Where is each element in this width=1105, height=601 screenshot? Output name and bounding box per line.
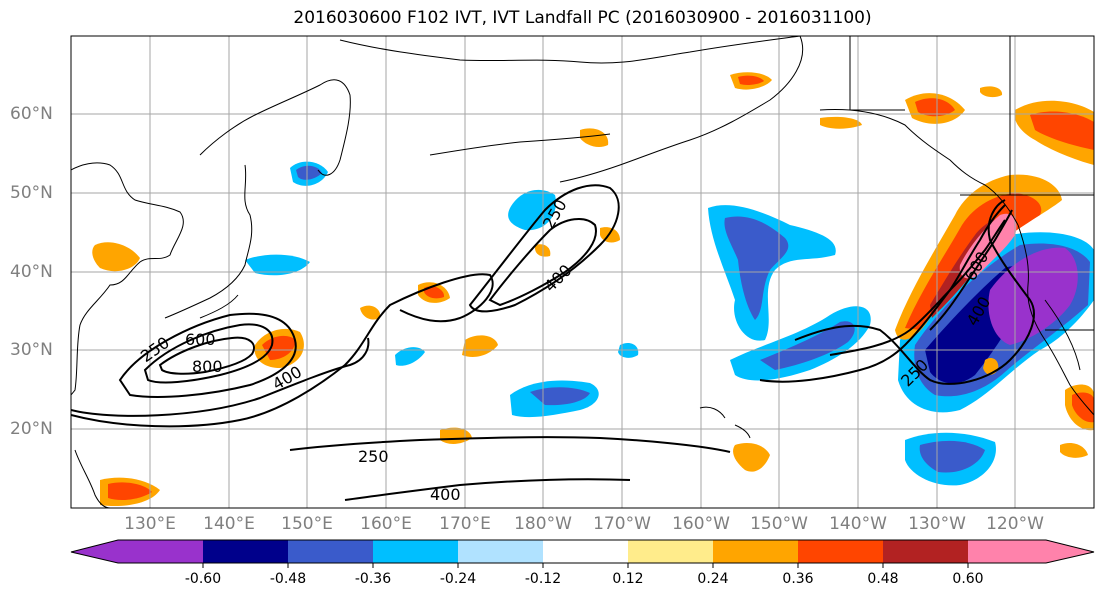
contour-250-east-outer: [759, 204, 1006, 383]
colorbar-label: -0.24: [439, 571, 477, 587]
colorbar-high-arrow: [1046, 540, 1094, 563]
colorbar-segment: [968, 540, 1046, 563]
contour-600-west: [143, 323, 274, 384]
coastline-philippines: [74, 449, 111, 508]
coastline-alaska-gulf: [819, 109, 1019, 226]
colorbar-label: 0.12: [612, 571, 644, 587]
coastline-siberia-north: [339, 36, 801, 64]
lon-label-140w: 140°W: [829, 514, 887, 534]
map-title: 2016030600 F102 IVT, IVT Landfall PC (20…: [293, 8, 872, 28]
coastline-japan: [164, 164, 253, 319]
lon-label-140e: 140°E: [203, 514, 255, 534]
contour-800-west: [158, 336, 255, 375]
lon-label-130w: 130°W: [908, 514, 966, 534]
lon-label-170w: 170°W: [593, 514, 651, 534]
contour-250-central: [468, 184, 620, 313]
graticule: [71, 36, 1094, 508]
contour-label: 600: [185, 330, 216, 349]
colorbar-segment: [628, 540, 713, 563]
border-alaska-canada: [849, 36, 905, 111]
lon-label-170e: 170°E: [439, 514, 491, 534]
map-frame: [70, 35, 1095, 509]
colorbar-segment: [883, 540, 968, 563]
coastline-hawaii: [699, 406, 751, 439]
coastline-baja: [1044, 299, 1081, 371]
colorbar-segment: [118, 540, 203, 563]
colorbar-label: -0.36: [354, 571, 392, 587]
colorbar-label: 0.48: [867, 571, 899, 587]
colorbar-segment: [203, 540, 288, 563]
contour-label: 400: [430, 485, 461, 504]
lat-label-30n: 30°N: [10, 340, 53, 360]
contour-label: 250: [358, 447, 389, 466]
colorbar: [70, 539, 1095, 568]
colorbar-segment: [373, 540, 458, 563]
lon-label-150w: 150°W: [750, 514, 808, 534]
lat-label-20n: 20°N: [10, 419, 53, 439]
coastline-kamchatka: [199, 79, 351, 176]
colorbar-label: 0.36: [782, 571, 814, 587]
coastline-aleutians: [429, 133, 611, 156]
contour-250-south: [289, 436, 731, 453]
lon-label-120w: 120°W: [986, 514, 1044, 534]
contour-400-east: [829, 219, 1006, 356]
contour-400-west: [118, 312, 297, 398]
lat-label-50n: 50°N: [10, 183, 53, 203]
colorbar-ticks: [202, 563, 969, 568]
contour-250-west: [71, 273, 494, 428]
colorbar-segment: [543, 540, 628, 563]
lat-label-60n: 60°N: [10, 104, 53, 124]
colorbar-label: -0.60: [184, 571, 222, 587]
colorbar-label: -0.12: [524, 571, 562, 587]
coastline-north-america-west: [1017, 224, 1094, 416]
coastline-asia: [71, 162, 184, 396]
coastline-alaska: [559, 36, 804, 183]
coastlines: [71, 36, 1094, 508]
colorbar-segment: [713, 540, 798, 563]
lon-label-150e: 150°E: [281, 514, 333, 534]
colorbar-outline: [70, 539, 1095, 564]
lon-label-180w: 180°W: [514, 514, 572, 534]
ivt-contours: [71, 184, 1035, 501]
colorbar-segment: [798, 540, 883, 563]
lat-label-40n: 40°N: [10, 262, 53, 282]
contour-250-west-outer: [71, 337, 370, 417]
lon-label-160w: 160°W: [672, 514, 730, 534]
colorbar-segment: [288, 540, 373, 563]
contour-400-central: [488, 218, 597, 307]
contour-400-south: [344, 478, 631, 501]
colorbar-segment: [458, 540, 543, 563]
colorbar-label: 0.24: [697, 571, 729, 587]
colorbar-label: 0.60: [952, 571, 984, 587]
lon-label-130e: 130°E: [124, 514, 176, 534]
contour-label: 800: [192, 357, 223, 376]
coastline-japan-south: [199, 294, 239, 319]
lon-label-160e: 160°E: [360, 514, 412, 534]
colorbar-low-arrow: [71, 540, 118, 563]
political-borders: [849, 36, 1094, 331]
colorbar-label: -0.48: [269, 571, 307, 587]
contour-600-east: [929, 209, 1013, 331]
